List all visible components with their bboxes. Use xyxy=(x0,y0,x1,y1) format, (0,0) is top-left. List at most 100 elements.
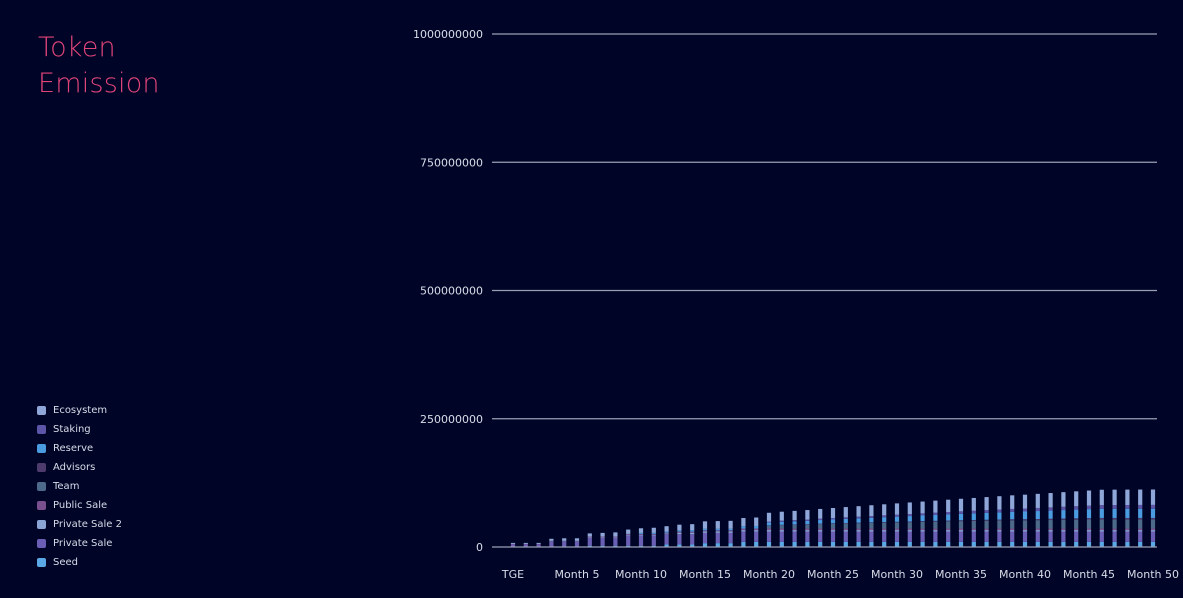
bar-segment-private-sale-2 xyxy=(1074,530,1079,532)
bar-segment-ecosystem xyxy=(1035,493,1040,508)
bar-segment-private-sale xyxy=(510,544,516,547)
bar-segment-seed xyxy=(779,541,784,547)
bar-segment-reserve xyxy=(894,516,900,522)
bar-segment-seed xyxy=(818,541,823,547)
bar-segment-public-sale xyxy=(587,536,592,538)
bar-segment-private-sale-2 xyxy=(843,530,848,532)
bar-segment-public-sale xyxy=(958,528,964,531)
bar-segment-seed xyxy=(1112,541,1117,547)
legend-swatch xyxy=(37,482,46,491)
y-tick-label: 0 xyxy=(476,541,483,554)
bar-segment-staking xyxy=(1112,505,1117,509)
bar-segment-private-sale-2 xyxy=(702,531,708,533)
bar-segment-team xyxy=(1086,519,1092,529)
bar-segment-public-sale xyxy=(510,543,516,545)
bar-segment-advisors xyxy=(894,521,900,523)
bar-stack-month-17 xyxy=(728,520,733,547)
x-axis: TGE Month 5 Month 10 Month 15 Month 20 Month … xyxy=(492,546,1179,581)
bar-segment-ecosystem xyxy=(728,520,733,529)
bar-segment-seed xyxy=(984,541,989,547)
bar-segment-private-sale-2 xyxy=(766,530,772,532)
bar-segment-reserve xyxy=(754,525,759,529)
bar-segment-staking xyxy=(933,512,938,515)
bar-segment-advisors xyxy=(1099,517,1104,520)
bar-segment-private-sale-2 xyxy=(933,530,938,532)
bar-stack-month-37 xyxy=(984,497,989,547)
bar-stack-month-9 xyxy=(626,529,631,547)
bar-segment-public-sale xyxy=(779,528,784,531)
legend: Ecosystem Staking Reserve Advisors Team Publi… xyxy=(37,401,122,572)
bar-segment-private-sale-2 xyxy=(805,530,810,532)
legend-swatch xyxy=(37,558,46,567)
bar-segment-staking xyxy=(907,514,912,517)
bar-segment-advisors xyxy=(907,521,912,523)
bar-stack-month-41 xyxy=(1035,493,1040,547)
bar-segment-public-sale xyxy=(946,528,951,531)
bar-segment-private-sale-2 xyxy=(613,537,618,539)
bar-segment-advisors xyxy=(843,522,848,524)
legend-item-private-sale-2: Private Sale 2 xyxy=(37,515,122,534)
bar-segment-seed xyxy=(830,541,836,547)
bar-stack-month-20 xyxy=(766,512,772,547)
bar-segment-reserve xyxy=(920,515,925,522)
bar-segment-public-sale xyxy=(1112,528,1117,531)
legend-item-public-sale: Public Sale xyxy=(37,496,122,515)
y-axis: 0 250000000 500000000 750000000 1000000000 xyxy=(413,28,483,554)
bar-segment-team xyxy=(1074,519,1079,529)
legend-label: Team xyxy=(53,481,80,492)
bar-segment-ecosystem xyxy=(613,532,618,537)
bar-segment-private-sale xyxy=(664,534,669,545)
bar-segment-reserve xyxy=(1010,511,1015,520)
bar-segment-public-sale xyxy=(1010,528,1015,531)
bar-segment-public-sale xyxy=(894,528,900,531)
bar-segment-staking xyxy=(920,513,925,516)
y-tick-label: 1000000000 xyxy=(413,28,483,41)
bar-segment-reserve xyxy=(638,532,644,534)
bar-segment-private-sale xyxy=(997,531,1002,542)
bar-segment-seed xyxy=(958,541,964,547)
bar-stack-month-23 xyxy=(805,510,810,547)
bar-segment-advisors xyxy=(1035,518,1040,521)
bar-stack-month-22 xyxy=(792,510,797,547)
bar-segment-private-sale-2 xyxy=(1048,530,1053,532)
bar-segment-private-sale-2 xyxy=(907,530,912,532)
bar-segment-ecosystem xyxy=(715,521,720,529)
bar-segment-ecosystem xyxy=(741,518,746,527)
bar-segment-private-sale xyxy=(805,531,810,542)
bar-segment-staking xyxy=(984,510,989,513)
bar-segment-ecosystem xyxy=(946,499,951,513)
bar-stack-month-12 xyxy=(664,526,669,547)
bar-stack-month-32 xyxy=(920,501,925,547)
bar-segment-private-sale-2 xyxy=(677,532,682,535)
y-tick-label: 500000000 xyxy=(420,285,483,298)
bar-segment-seed xyxy=(754,541,759,547)
bar-segment-staking xyxy=(830,518,836,520)
bar-segment-reserve xyxy=(702,528,708,531)
bar-segment-private-sale-2 xyxy=(894,530,900,532)
bar-segment-public-sale xyxy=(651,533,656,535)
bar-segment-public-sale xyxy=(536,543,541,545)
bar-segment-private-sale-2 xyxy=(818,530,823,532)
bar-segment-seed xyxy=(1086,541,1092,547)
bar-segment-staking xyxy=(997,509,1002,513)
bar-segment-staking xyxy=(946,512,951,515)
bar-segment-private-sale-2 xyxy=(728,531,733,533)
bar-segment-private-sale xyxy=(523,544,528,547)
bar-stack-month-3 xyxy=(549,538,554,547)
bar-segment-reserve xyxy=(958,513,964,521)
bar-stack-month-44 xyxy=(1074,491,1079,547)
bar-segment-ecosystem xyxy=(894,503,900,515)
bar-segment-seed xyxy=(805,541,810,547)
bar-segment-ecosystem xyxy=(792,510,797,521)
bar-segment-private-sale-2 xyxy=(651,534,656,536)
bar-segment-private-sale xyxy=(907,531,912,542)
bar-segment-ecosystem xyxy=(1112,489,1117,506)
bar-segment-public-sale xyxy=(1074,528,1079,531)
bar-segment-advisors xyxy=(1125,517,1130,520)
bar-segment-private-sale xyxy=(946,531,951,542)
x-tick-label: Month 15 xyxy=(679,568,731,581)
x-tick-label: Month 30 xyxy=(871,568,923,581)
bar-segment-public-sale xyxy=(869,528,874,531)
bar-segment-reserve xyxy=(1150,508,1156,518)
bar-segment-ecosystem xyxy=(562,538,567,541)
